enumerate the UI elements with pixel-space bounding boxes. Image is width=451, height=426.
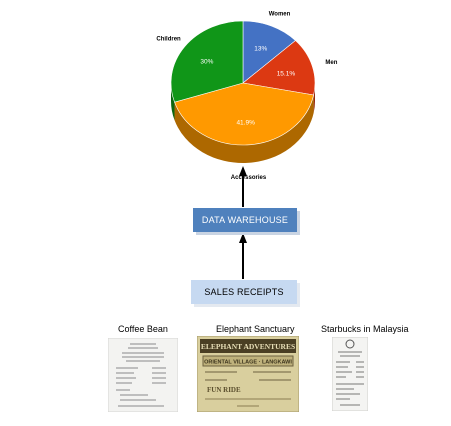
pie-category-label: Accessories (231, 175, 267, 181)
receipt-caption-elephant-sanctuary: Elephant Sanctuary (216, 324, 295, 334)
pie-value-label: 30% (200, 58, 213, 65)
starbucks-receipt-image (332, 337, 368, 411)
pie-value-label: 41.9% (236, 119, 255, 126)
pie-slice-accessories (174, 82, 315, 146)
pie-side-accessories (174, 95, 314, 163)
ticket-heading: ELEPHANT ADVENTURES (201, 342, 295, 351)
ticket-subheading: ORIENTAL VILLAGE · LANGKAWI (204, 360, 292, 366)
elephant-sanctuary-ticket-image: ELEPHANT ADVENTURES ORIENTAL VILLAGE · L… (197, 336, 299, 412)
pie-category-label: Men (325, 60, 337, 66)
pie-category-label: Children (156, 36, 181, 42)
sales-receipts-box: SALES RECEIPTS (191, 280, 297, 304)
receipt-caption-starbucks: Starbucks in Malaysia (321, 324, 409, 334)
receipt-caption-coffee-bean: Coffee Bean (118, 324, 168, 334)
data-warehouse-box: DATA WAREHOUSE (193, 208, 297, 232)
flow-arrows (239, 166, 247, 279)
pie-slice-children (170, 20, 244, 103)
arrowhead-chart (239, 166, 247, 176)
coffee-bean-receipt-image (108, 338, 178, 412)
pie-slice-women (242, 20, 296, 84)
pie-category-label: Women (269, 11, 291, 17)
pie-slices (170, 20, 316, 146)
pie-side-children (171, 83, 175, 121)
pie-value-label: 15.1% (277, 70, 296, 77)
pie-slice-men (242, 40, 316, 96)
arrowhead-dw (239, 233, 247, 243)
pie-value-label: 13% (254, 46, 267, 53)
pie-labels: 13% Women 15.1% Men 41.9% Accessories 30% Child… (156, 11, 337, 181)
ticket-stamp: FUN RIDE (207, 386, 241, 394)
